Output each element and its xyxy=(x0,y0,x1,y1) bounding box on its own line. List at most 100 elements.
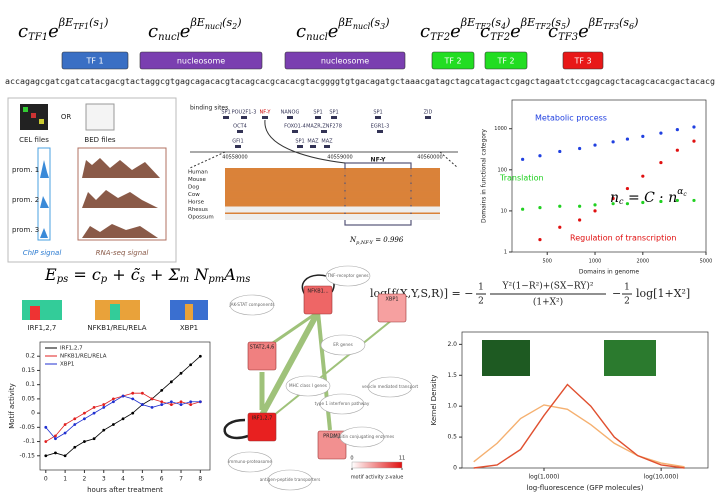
site-marker xyxy=(324,145,330,148)
point xyxy=(538,206,542,210)
y-axis-label: Motif activity xyxy=(8,383,16,429)
point xyxy=(160,400,164,404)
point xyxy=(150,406,154,409)
data-panel-frame xyxy=(7,97,177,263)
x-tick-label: log(1,000) xyxy=(528,474,559,481)
y-tick-label: 1.0 xyxy=(447,403,457,410)
site-box xyxy=(139,51,263,70)
point xyxy=(83,417,86,421)
equation-part: = c xyxy=(68,265,101,284)
label: JAK-STAT components xyxy=(228,302,274,307)
factor-node xyxy=(247,341,277,371)
point xyxy=(659,131,663,135)
point xyxy=(160,403,164,406)
series-line xyxy=(473,383,685,469)
equation-part: s xyxy=(140,274,145,285)
x-tick-label: 5000 xyxy=(700,259,713,265)
y-tick-label: 1000 xyxy=(494,126,507,132)
point xyxy=(659,160,663,165)
equation-part: c xyxy=(480,21,490,42)
point xyxy=(692,198,696,203)
label: ubiquitin conjugating enzymes xyxy=(330,434,395,439)
label: 40560000 xyxy=(417,155,442,161)
site-marker xyxy=(331,116,337,119)
point xyxy=(140,403,144,406)
equation-part: + Σ xyxy=(145,265,181,284)
label: motif activity z-value xyxy=(351,475,404,481)
equation-term: cnucleβEnucl(s3) xyxy=(296,16,390,43)
x-axis-label: hours after treatment xyxy=(87,486,163,494)
series-line xyxy=(45,355,201,457)
label: NF-Y xyxy=(260,110,272,116)
label: MAZ xyxy=(321,139,333,145)
alignment-row xyxy=(225,206,440,213)
label: vesicle mediated transport xyxy=(362,384,419,389)
site-marker xyxy=(321,130,327,133)
equation-part: (s xyxy=(491,16,501,29)
dna-sequence: accagagcgatcgatcatacgacgtactaggcgtgagcag… xyxy=(5,77,715,86)
label: XBP1 xyxy=(385,297,398,303)
point xyxy=(189,403,193,406)
point xyxy=(675,148,679,152)
label: NFKB1/REL/RELA xyxy=(87,324,146,332)
point xyxy=(578,218,582,222)
point xyxy=(611,196,615,201)
site-marker xyxy=(297,145,303,148)
point xyxy=(179,400,183,404)
equation-term: cnucleβEnucl(s2) xyxy=(148,16,242,43)
point xyxy=(131,397,135,401)
x-axis-label: log-fluorescence (GFP molecules) xyxy=(527,484,644,492)
point xyxy=(538,154,542,158)
equation-part: 4 xyxy=(500,22,506,31)
label: SP1 xyxy=(329,110,338,116)
point xyxy=(44,425,48,429)
equation-part: ) xyxy=(633,16,638,29)
label: Y²(1−R²)+(SX−RY)² xyxy=(502,281,594,292)
point xyxy=(83,411,86,415)
label: log[1+X²] xyxy=(636,287,690,300)
site-marker xyxy=(377,130,383,133)
point xyxy=(692,125,696,129)
label: MAZ xyxy=(307,139,319,145)
point xyxy=(521,207,525,211)
label: prom. 2 xyxy=(12,196,39,204)
equation-part: βE xyxy=(588,16,603,29)
formula-part: n xyxy=(610,190,619,206)
point xyxy=(63,454,67,458)
label: IRF1,2,7 xyxy=(28,324,57,332)
equation-part: ms xyxy=(236,274,251,285)
point xyxy=(189,400,193,404)
label: Human xyxy=(188,170,208,176)
label: 40558000 xyxy=(222,155,247,161)
point xyxy=(54,437,57,441)
label: ZID xyxy=(424,110,433,116)
point xyxy=(558,225,562,229)
x-tick-label: 6 xyxy=(160,476,164,483)
equation-part: pm xyxy=(208,274,224,285)
logo-decor xyxy=(22,300,208,320)
point xyxy=(169,400,173,404)
legend-label: XBP1 xyxy=(60,362,74,368)
y-tick-label: -0.15 xyxy=(19,452,35,459)
y-tick-label: 0.15 xyxy=(22,367,36,374)
label: 11 xyxy=(399,456,405,462)
alignment-row xyxy=(225,184,440,190)
equation-part: TF2 xyxy=(430,32,450,43)
point xyxy=(659,199,663,204)
point xyxy=(538,238,542,242)
y-axis-label: Domains in functional category xyxy=(481,129,488,223)
label: TNF-receptor genes xyxy=(326,273,368,278)
point xyxy=(92,406,96,409)
y-tick-label: 100 xyxy=(497,167,507,173)
x-tick-label: 4 xyxy=(121,476,125,483)
point xyxy=(625,137,630,141)
x-tick-label: 1000 xyxy=(589,259,602,265)
site-marker xyxy=(235,145,241,148)
point xyxy=(692,139,696,143)
legend-label: NFKB1/REL/RELA xyxy=(60,354,107,360)
site-box xyxy=(484,51,528,70)
equation-part: 6 xyxy=(629,22,634,31)
target-node xyxy=(319,393,365,415)
equation-part: ) xyxy=(505,16,510,29)
label: prom. 1 xyxy=(12,166,39,174)
